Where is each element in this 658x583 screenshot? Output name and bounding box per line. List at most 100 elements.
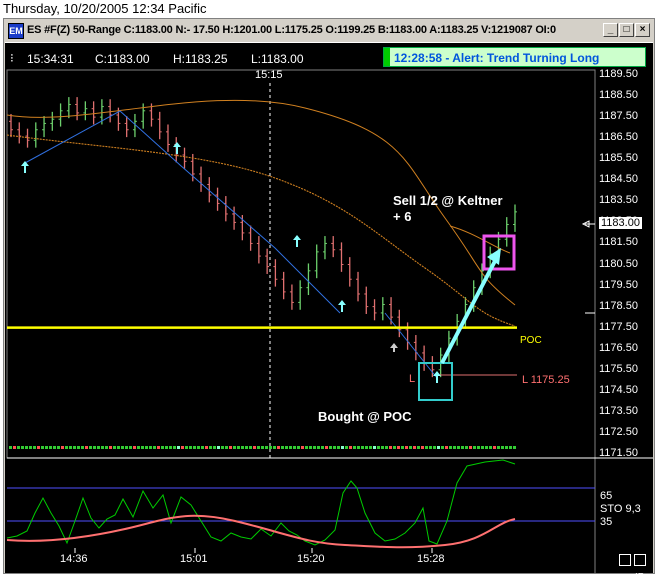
alert-banner[interactable]: 12:28:58 - Alert: Trend Turning Long: [383, 47, 646, 67]
price-axis-label: 1177.50: [599, 320, 638, 333]
indicator-dot: [201, 446, 204, 449]
indicator-dot: [69, 446, 72, 449]
indicator-dot: [237, 446, 240, 449]
indicator-dot: [101, 446, 104, 449]
indicator-dot: [485, 446, 488, 449]
price-axis-label: 1174.50: [599, 383, 638, 396]
indicator-dot: [213, 446, 216, 449]
chart-menu-icon[interactable]: ⁝: [10, 51, 14, 65]
chart-window: EM ES #F(Z) 50-Range C:1183.00 N:- 17.50…: [3, 18, 655, 583]
indicator-dot: [509, 446, 512, 449]
indicator-dot: [221, 446, 224, 449]
indicator-dot: [457, 446, 460, 449]
indicator-dot: [325, 446, 328, 449]
price-axis-label: 1173.50: [599, 404, 638, 417]
indicator-dot: [449, 446, 452, 449]
indicator-dot: [309, 446, 312, 449]
stoch-lower-label: 35: [600, 516, 613, 528]
desktop-datetime-bar: Thursday, 10/20/2005 12:34 Pacific: [0, 0, 658, 18]
indicator-dot: [281, 446, 284, 449]
indicator-dot: [81, 446, 84, 449]
keltner-upper-tail: [449, 225, 511, 254]
indicator-dot: [481, 446, 484, 449]
indicator-dot: [501, 446, 504, 449]
indicator-dot: [57, 446, 60, 449]
close-button[interactable]: ×: [635, 23, 650, 37]
indicator-dot: [469, 446, 472, 449]
chart-option-button-1[interactable]: [619, 554, 631, 566]
indicator-dot: [105, 446, 108, 449]
indicator-dot: [65, 446, 68, 449]
price-axis-label: 1172.50: [599, 425, 638, 438]
minimize-button[interactable]: _: [603, 23, 618, 37]
price-axis-label: 1184.50: [599, 173, 638, 186]
indicator-dot: [209, 446, 212, 449]
price-axis-label: 1179.50: [599, 278, 638, 291]
indicator-dot: [117, 446, 120, 449]
stoch-d-line: [6, 514, 516, 549]
indicator-dot: [49, 446, 52, 449]
window-titlebar[interactable]: EM ES #F(Z) 50-Range C:1183.00 N:- 17.50…: [5, 20, 653, 43]
indicator-dot: [85, 446, 88, 449]
indicator-dot: [61, 446, 64, 449]
indicator-dot: [365, 446, 368, 449]
indicator-dot: [397, 446, 400, 449]
alert-text: 12:28:58 - Alert: Trend Turning Long: [394, 51, 600, 65]
price-chart[interactable]: ⁝ 15:34:31 C:1183.00 H:1183.25 L:1183.00…: [5, 43, 653, 583]
indicator-dot: [357, 446, 360, 449]
indicator-dot: [225, 446, 228, 449]
indicator-dot: [97, 446, 100, 449]
indicator-dot: [269, 446, 272, 449]
low-marker: L: [409, 373, 416, 385]
indicator-dot: [465, 446, 468, 449]
indicator-dot: [361, 446, 364, 449]
sell-annotation: Sell 1/2 @ Keltner: [393, 193, 503, 208]
indicator-dot: [45, 446, 48, 449]
time-axis-label: 15:20: [297, 553, 325, 565]
indicator-dot: [329, 446, 332, 449]
chart-option-button-2[interactable]: [634, 554, 646, 566]
indicator-dot: [173, 446, 176, 449]
stoch-k-line: [6, 459, 516, 546]
indicator-dot: [29, 446, 32, 449]
price-axis-label: 1186.50: [599, 131, 638, 144]
indicator-dot: [93, 446, 96, 449]
indicator-dot: [285, 446, 288, 449]
header-low: L:1183.00: [251, 52, 304, 66]
price-axis-label: 1185.50: [599, 152, 638, 165]
time-axis-label: 15:28: [417, 553, 445, 565]
cursor-time-label: 15:15: [255, 69, 283, 81]
poc-label: POC: [520, 335, 542, 346]
indicator-dot: [385, 446, 388, 449]
indicator-dot: [169, 446, 172, 449]
indicator-dot: [437, 446, 440, 449]
indicator-dot: [141, 446, 144, 449]
indicator-dot: [313, 446, 316, 449]
time-axis-label: 14:36: [60, 553, 88, 565]
indicator-dot: [337, 446, 340, 449]
price-axis-label: 1189.50: [599, 68, 638, 80]
price-axis-label: 1188.50: [599, 89, 638, 102]
indicator-dot: [233, 446, 236, 449]
maximize-button[interactable]: □: [619, 23, 634, 37]
stoch-indicator-label: STO 9,3: [600, 503, 641, 515]
indicator-dot: [401, 446, 404, 449]
price-axis-label: 1187.50: [599, 110, 638, 123]
indicator-dot: [373, 446, 376, 449]
indicator-dot: [25, 446, 28, 449]
time-axis-label: 15:01: [180, 553, 208, 565]
indicator-dot: [441, 446, 444, 449]
indicator-dot: [189, 446, 192, 449]
indicator-dot: [129, 446, 132, 449]
indicator-dot: [77, 446, 80, 449]
indicator-dot: [73, 446, 76, 449]
indicator-dot: [405, 446, 408, 449]
trade-arrow-head: [487, 248, 501, 265]
indicator-dot: [253, 446, 256, 449]
buy-signal-arrow: [21, 161, 29, 173]
indicator-dot: [429, 446, 432, 449]
price-axis-label: 1176.50: [599, 341, 638, 354]
indicator-dot: [489, 446, 492, 449]
indicator-dot: [245, 446, 248, 449]
indicator-dot: [369, 446, 372, 449]
